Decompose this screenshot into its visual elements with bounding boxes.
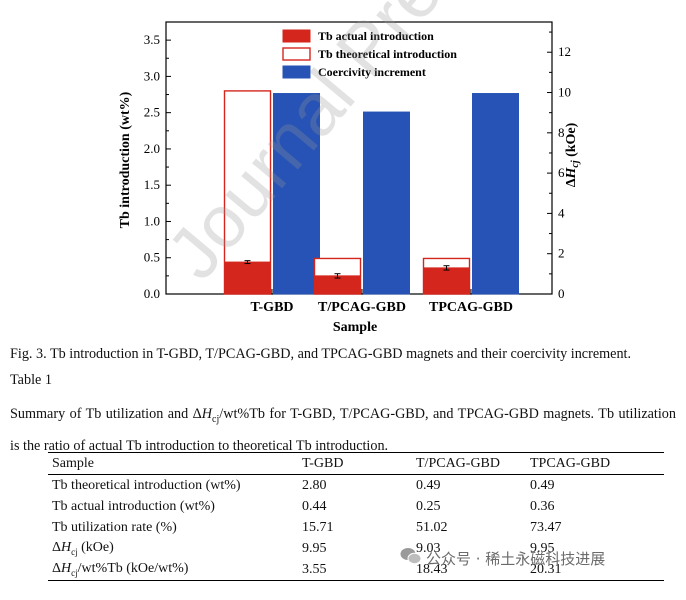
cell: 0.25 [416,498,441,514]
legend-label: Coercivity increment [318,65,426,79]
table-row: Tb utilization rate (%) 15.71 51.02 73.4… [48,517,664,538]
cell: 2.80 [302,477,327,493]
left-tick-label: 2.0 [144,141,160,156]
bar-coercivity [363,111,410,295]
table-label: Table 1 [10,372,52,388]
row-label: ΔHcj/wt%Tb (kOe/wt%) [52,561,189,578]
summary-table: Sample T-GBD T/PCAG-GBD TPCAG-GBD Tb the… [48,452,664,581]
row-label: ΔHcj (kOe) [52,540,114,557]
bar-actual [314,275,361,295]
table-row: ΔHcj (kOe) 9.95 9.03 9.95 [48,538,664,559]
left-axis-title: Tb introduction (wt%) [118,91,133,228]
cell: 0.44 [302,498,327,514]
row-label: Tb theoretical introduction (wt%) [52,477,241,493]
table-row: Tb theoretical introduction (wt%) 2.80 0… [48,475,664,497]
left-tick-label: 1.5 [144,177,160,192]
header-t-gbd: T-GBD [302,455,344,471]
x-axis-title: Sample [333,320,377,335]
right-tick-label: 0 [558,286,565,301]
cell: 9.95 [302,540,327,556]
right-tick-label: 12 [558,44,571,59]
cell: 0.36 [530,498,555,514]
cell: 0.49 [416,477,441,493]
left-tick-label: 3.0 [144,68,160,83]
cell: 51.02 [416,519,448,535]
left-tick-label: 0.0 [144,286,160,301]
category-label: T-GBD [250,300,293,315]
bar-actual [224,261,271,295]
right-tick-label: 4 [558,205,565,220]
cell: 0.49 [530,477,555,493]
right-tick-label: 2 [558,246,565,261]
header-sample: Sample [52,455,94,471]
tb-introduction-chart: 0.0 0.5 1.0 1.5 2.0 2.5 3.0 3.5 0 2 4 6 8 10 12 T-GBD T/… [118,21,581,335]
header-t-pcag-gbd: T/PCAG-GBD [416,455,501,471]
right-tick-label: 6 [558,165,565,180]
wechat-icon [400,548,422,565]
right-axis-title: ΔHcj (kOe) [564,122,581,187]
cell: 9.03 [416,540,441,556]
cell: 20.31 [530,561,562,577]
legend-swatch-actual [282,29,311,43]
left-tick-label: 0.5 [144,250,160,265]
table-header-row: Sample T-GBD T/PCAG-GBD TPCAG-GBD [48,452,664,475]
left-tick-label: 1.0 [144,213,160,228]
table-row: Tb actual introduction (wt%) 0.44 0.25 0… [48,496,664,517]
cell: 15.71 [302,519,334,535]
bar-coercivity [273,93,320,295]
bar-coercivity [472,93,519,295]
row-label: Tb utilization rate (%) [52,519,177,535]
legend-swatch-theoretical [282,47,311,61]
left-tick-label: 3.5 [144,32,160,47]
right-tick-label: 8 [558,125,565,140]
bar-actual [423,267,470,295]
cell: 9.95 [530,540,555,556]
header-tpcag-gbd: TPCAG-GBD [530,455,611,471]
legend-swatch-coercivity [282,65,311,79]
figure-caption: Fig. 3. Tb introduction in T-GBD, T/PCAG… [10,346,632,362]
category-label: T/PCAG-GBD [318,300,406,315]
right-tick-label: 10 [558,85,571,100]
table-row: ΔHcj/wt%Tb (kOe/wt%) 3.55 18.43 20.31 [48,559,664,581]
row-label: Tb actual introduction (wt%) [52,498,215,514]
wechat-watermark: 公众号 · 稀土永磁科技进展 [426,550,606,568]
category-label: TPCAG-GBD [429,300,513,315]
table-summary: Summary of Tb utilization and ΔHcj/wt%Tb… [10,406,676,454]
legend-label: Tb theoretical introduction [318,47,457,61]
legend-label: Tb actual introduction [318,29,434,43]
cell: 3.55 [302,561,327,577]
plot-area: 0.0 0.5 1.0 1.5 2.0 2.5 3.0 3.5 0 2 4 6 8 10 12 T-GBD T/… [144,21,571,315]
left-tick-label: 2.5 [144,105,160,120]
cell: 73.47 [530,519,562,535]
cell: 18.43 [416,561,448,577]
